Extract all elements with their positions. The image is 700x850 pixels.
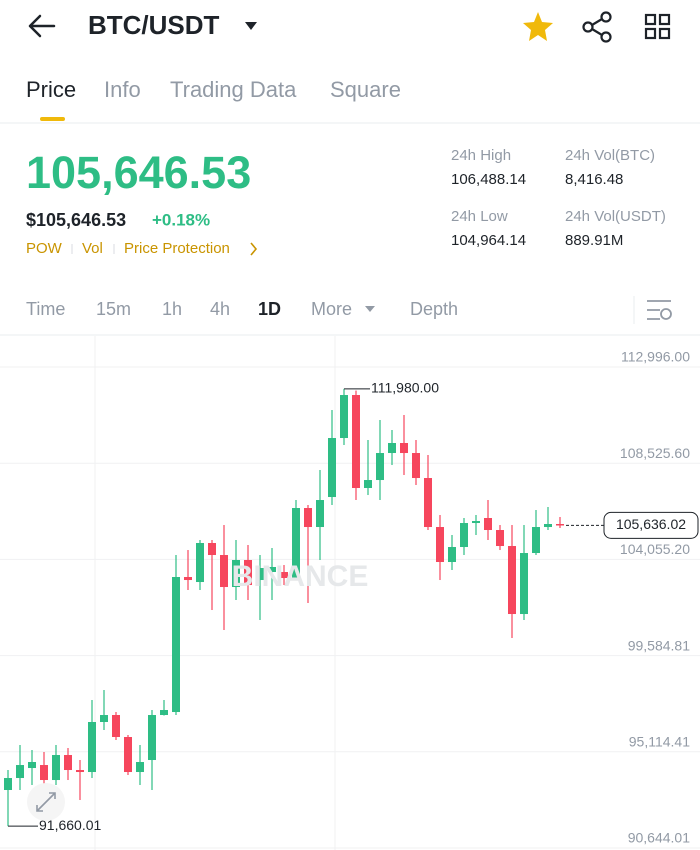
candle-body (40, 765, 48, 781)
candle-body (520, 553, 528, 615)
max-label: 111,980.00 (371, 380, 439, 396)
candle-body (196, 543, 204, 583)
last-price-label: 105,636.02 (616, 516, 686, 532)
tag[interactable]: Price Protection (124, 240, 230, 257)
candle-body (376, 453, 384, 481)
favorite-star[interactable] (523, 12, 553, 41)
stat-label: 24h High (451, 147, 511, 164)
stat-value: 8,416.48 (565, 171, 623, 188)
candle-body (160, 710, 168, 716)
candle-body (4, 778, 12, 791)
candle-body (112, 715, 120, 738)
candle-body (544, 524, 552, 528)
candle-body (316, 500, 324, 528)
y-tick-label: 112,996.00 (621, 349, 690, 365)
candle-body (352, 395, 360, 489)
candle-body (496, 530, 504, 547)
stat-value: 106,488.14 (451, 171, 526, 188)
min-label: 91,660.01 (39, 817, 101, 833)
interval[interactable]: 4h (210, 299, 230, 319)
stat-label: 24h Vol(BTC) (565, 147, 655, 164)
last-price-box (603, 511, 699, 539)
tab[interactable]: Square (330, 77, 401, 102)
candle-body (232, 560, 240, 588)
stat-label: 24h Low (451, 208, 508, 225)
candle-body (244, 560, 252, 586)
watermark: BINANCE (232, 560, 369, 593)
interval[interactable]: Depth (410, 299, 458, 319)
candle-body (328, 438, 336, 498)
candle-body (436, 527, 444, 563)
candlestick-chart: 90,644.01 95,114.41 99,584.81 104,055.20 108… (0, 349, 700, 849)
stat-value: 104,964.14 (451, 232, 526, 249)
y-tick-label: 104,055.20 (620, 541, 690, 557)
candle-body (364, 480, 372, 489)
interval[interactable]: More (311, 299, 352, 319)
share-button[interactable] (582, 11, 612, 43)
candle-body (52, 755, 60, 781)
interval[interactable]: Time (26, 299, 65, 319)
candle-body (400, 443, 408, 454)
stat-label: 24h Vol(USDT) (565, 208, 666, 225)
candle-body (388, 443, 396, 454)
expand-button[interactable] (27, 783, 65, 821)
chart-settings[interactable] (647, 300, 672, 320)
interval[interactable]: 1D (258, 299, 281, 319)
tag[interactable]: Vol (82, 240, 103, 257)
y-tick-label: 108,525.60 (620, 445, 690, 461)
tab[interactable]: Trading Data (170, 77, 297, 102)
interval[interactable]: 1h (162, 299, 182, 319)
candle-body (184, 577, 192, 581)
candle-body (28, 762, 36, 769)
candle-body (148, 715, 156, 761)
y-tick-label: 99,584.81 (628, 637, 690, 653)
candle-body (280, 572, 288, 579)
y-tick-label: 95,114.41 (629, 734, 690, 750)
candle-body (412, 453, 420, 479)
candle-body (124, 737, 132, 773)
candle-body (292, 508, 300, 579)
y-tick-label: 90,644.01 (628, 830, 690, 846)
candle-body (532, 527, 540, 554)
candle-body (460, 523, 468, 548)
candle-body (268, 566, 276, 573)
price-change: +0.18% (152, 210, 210, 229)
pair-title[interactable]: BTC/USDT (88, 10, 220, 40)
candle-body (64, 755, 72, 771)
candle-body (16, 765, 24, 779)
tag[interactable]: POW (26, 240, 63, 257)
candle-body (340, 395, 348, 439)
candle-body (448, 547, 456, 563)
chevron (250, 242, 258, 256)
candle-body (472, 521, 480, 524)
tab[interactable]: Info (104, 77, 141, 102)
grid-menu[interactable] (644, 13, 671, 40)
candle-body (76, 770, 84, 773)
candle-body (484, 517, 492, 531)
candle-body (88, 722, 96, 773)
price-usd: $105,646.53 (26, 210, 126, 230)
candle-body (256, 568, 264, 581)
last-price: 105,646.53 (26, 147, 251, 198)
pair-dropdown[interactable] (245, 22, 257, 30)
tab-underline (40, 117, 65, 121)
candle-body (100, 715, 108, 723)
candle-body (172, 577, 180, 713)
candle-body (136, 762, 144, 773)
candle-body (424, 478, 432, 528)
back-button[interactable] (28, 14, 56, 38)
candle-body (556, 524, 564, 526)
more-dropdown (365, 306, 375, 312)
candle-body (208, 543, 216, 556)
candle-body (508, 546, 516, 615)
stat-value: 889.91M (565, 232, 623, 249)
interval[interactable]: 15m (96, 299, 131, 319)
candle-body (220, 555, 228, 588)
tab[interactable]: Price (26, 77, 76, 102)
candle-body (304, 508, 312, 528)
